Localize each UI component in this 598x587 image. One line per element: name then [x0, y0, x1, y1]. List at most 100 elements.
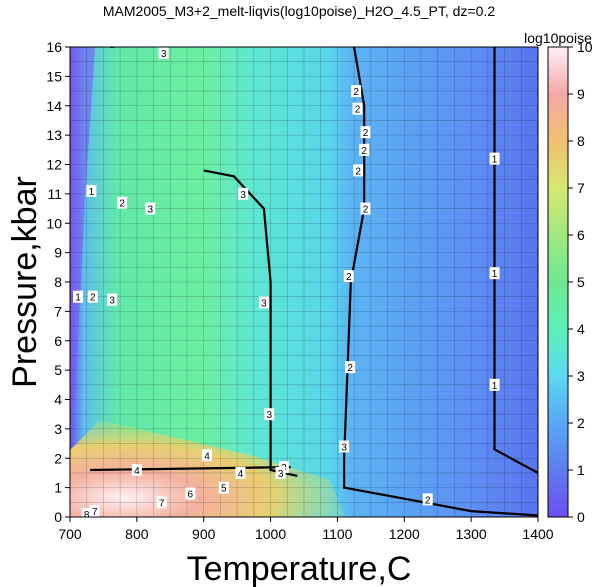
contour-label-box — [202, 449, 213, 462]
x-tick-label: 1100 — [322, 526, 352, 542]
colorbar-tick-label: 2 — [577, 415, 585, 431]
contour-label-box — [81, 508, 92, 517]
contour-label-box — [359, 143, 370, 156]
x-axis-label: Temperature,C — [187, 550, 412, 587]
contour-label-box — [351, 85, 362, 98]
contour-label: 1 — [492, 155, 498, 166]
contour-label: 4 — [238, 469, 244, 480]
contour-label: 4 — [204, 451, 210, 462]
contour-label: 2 — [355, 105, 361, 116]
contour-label-box — [145, 202, 156, 215]
contour-line-3 — [203, 169, 298, 477]
contour-label-box — [489, 152, 500, 165]
contour-label-box — [275, 466, 286, 479]
colorbar-tick-label: 4 — [577, 321, 585, 337]
y-tick-label: 16 — [46, 39, 62, 55]
contour-label-box — [87, 290, 98, 303]
y-tick-label: 4 — [54, 392, 62, 408]
y-tick-label: 9 — [54, 245, 62, 261]
contour-label: 3 — [109, 296, 115, 307]
contour-label-box — [117, 196, 128, 209]
y-tick-label: 2 — [54, 450, 62, 466]
chart-title: MAM2005_M3+2_melt-liqvis(log10poise)_H2O… — [103, 3, 495, 19]
y-tick-label: 8 — [54, 274, 62, 290]
contour-label: 7 — [92, 507, 98, 518]
contour-label: 2 — [119, 199, 125, 210]
contour-label-box — [258, 296, 269, 309]
contour-label: 1 — [492, 269, 498, 280]
colorbar-tick-label: 8 — [577, 133, 585, 149]
y-tick-label: 1 — [54, 480, 62, 496]
colorbar-label: log10poise — [524, 30, 592, 46]
x-tick-label: 700 — [58, 526, 82, 542]
y-tick-label: 3 — [54, 421, 62, 437]
contour-line-4 — [90, 466, 291, 472]
y-tick-label: 13 — [46, 127, 62, 143]
contour-label-box — [73, 290, 84, 303]
contour-label: 3 — [266, 410, 272, 421]
y-tick-label: 10 — [46, 215, 62, 231]
y-tick-label: 0 — [54, 509, 62, 525]
contour-label: 6 — [188, 490, 194, 501]
contour-label-box — [343, 270, 354, 283]
contour-label-box — [238, 187, 249, 200]
colorbar — [547, 46, 569, 518]
x-axis: 700 800 900 1000 1100 1200 1300 1400 — [58, 517, 554, 542]
contour-label: 3 — [278, 469, 284, 480]
contour-label: 8 — [84, 510, 90, 521]
y-tick-label: 14 — [46, 98, 62, 114]
heatmap-cold-band — [70, 47, 95, 420]
contour-label-box — [158, 47, 169, 59]
contour-label: 1 — [89, 187, 95, 198]
contour-label: 1 — [492, 381, 498, 392]
contour-label: 5 — [221, 484, 227, 495]
contour-label: 3 — [261, 299, 267, 310]
x-tick-label: 800 — [125, 526, 149, 542]
x-tick-label: 1000 — [255, 526, 286, 542]
colorbar-ticks: 0 1 2 3 4 5 6 7 8 9 10 — [568, 39, 593, 525]
contour-label-box — [360, 126, 371, 139]
y-tick-label: 7 — [54, 303, 62, 319]
contour-label: 2 — [363, 205, 369, 216]
contour-label: 3 — [161, 49, 167, 60]
contour-line-3 — [110, 47, 121, 49]
y-axis-label: Pressure,kbar — [6, 176, 44, 388]
y-tick-label: 5 — [54, 362, 62, 378]
x-tick-label: 900 — [192, 526, 216, 542]
contour-label-box — [89, 505, 100, 517]
contour-label-box — [489, 267, 500, 280]
contour-label: 2 — [346, 272, 352, 283]
contour-label-box — [422, 493, 433, 506]
contour-label: 2 — [425, 495, 431, 506]
contour-label-box — [339, 440, 350, 453]
colorbar-tick-label: 6 — [577, 227, 585, 243]
contour-label-box — [185, 487, 196, 500]
contour-label: 2 — [347, 363, 353, 374]
colorbar-tick-label: 10 — [577, 39, 593, 55]
contour-label: 2 — [363, 128, 369, 139]
contour-label: 7 — [159, 498, 165, 509]
colorbar-tick-label: 7 — [577, 180, 585, 196]
contour-line-1 — [493, 47, 538, 474]
y-tick-label: 15 — [46, 68, 62, 84]
y-tick-label: 6 — [54, 333, 62, 349]
contour-label: 3 — [240, 190, 246, 201]
contour-label: 3 — [147, 205, 153, 216]
contour-label-box — [218, 481, 229, 494]
contour-label-box — [352, 102, 363, 115]
contour-label-box — [489, 378, 500, 391]
contour-label-box — [235, 466, 246, 479]
colorbar-tick-label: 3 — [577, 368, 585, 384]
heatmap-field: 322221212332121233213344433567278 — [70, 47, 538, 521]
contour-label: 4 — [134, 466, 140, 477]
contour-label-box — [131, 464, 142, 476]
contour-label: 2 — [353, 87, 359, 98]
colorbar-tick-label: 9 — [577, 86, 585, 102]
contour-label: 2 — [361, 146, 367, 157]
contour-label-box — [86, 184, 97, 197]
x-tick-label: 1400 — [522, 526, 553, 542]
y-tick-label: 12 — [46, 157, 62, 173]
colorbar-tick-label: 1 — [577, 462, 585, 478]
